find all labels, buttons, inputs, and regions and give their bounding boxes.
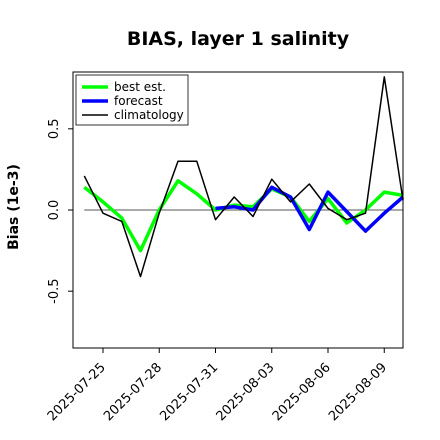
legend-label: forecast	[114, 94, 163, 108]
x-tick-label: 2025-08-06	[270, 360, 334, 424]
series-line-best-est	[83, 179, 404, 253]
x-tick-label: 2025-07-25	[45, 360, 109, 424]
series-line-forecast	[215, 185, 405, 233]
x-tick-label: 2025-08-03	[214, 360, 278, 424]
y-tick-label: 0.5	[47, 118, 62, 139]
y-tick-label: 0.0	[47, 200, 62, 221]
x-tick-label: 2025-07-28	[101, 360, 165, 424]
chart-title: BIAS, layer 1 salinity	[127, 28, 350, 50]
legend-label: climatology	[114, 108, 184, 122]
plot-area	[83, 76, 405, 278]
y-axis-label: Bias (1e-3)	[6, 164, 22, 250]
series-line-climatology	[83, 76, 404, 278]
x-tick-label: 2025-08-09	[326, 360, 390, 424]
y-tick-label: -0.5	[47, 278, 62, 303]
x-tick-label: 2025-07-31	[157, 360, 221, 424]
legend-label: best est.	[114, 80, 166, 94]
